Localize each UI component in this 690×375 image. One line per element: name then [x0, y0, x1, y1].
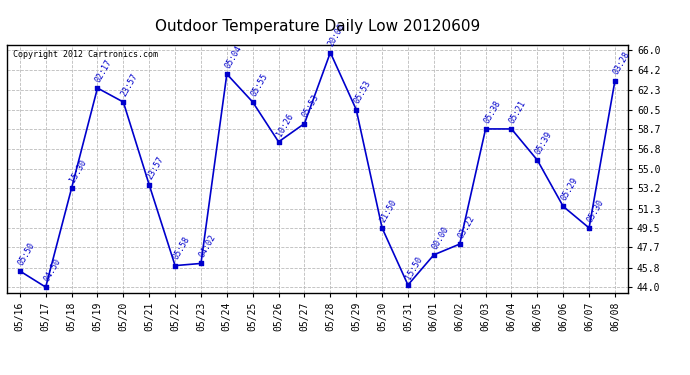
Point — [506, 126, 517, 132]
Point — [40, 284, 51, 290]
Point — [92, 85, 103, 91]
Text: 23:57: 23:57 — [119, 72, 140, 98]
Point — [221, 71, 233, 77]
Text: 05:53: 05:53 — [301, 93, 321, 119]
Point — [377, 225, 388, 231]
Point — [273, 139, 284, 145]
Text: 05:50: 05:50 — [16, 241, 37, 267]
Point — [325, 50, 336, 55]
Point — [480, 126, 491, 132]
Point — [402, 282, 413, 288]
Text: 05:53: 05:53 — [353, 79, 373, 105]
Point — [584, 225, 595, 231]
Text: Copyright 2012 Cartronics.com: Copyright 2012 Cartronics.com — [13, 50, 158, 59]
Point — [428, 252, 440, 258]
Point — [532, 157, 543, 163]
Text: 15:50: 15:50 — [404, 255, 424, 281]
Point — [170, 262, 181, 268]
Text: 05:39: 05:39 — [533, 130, 554, 156]
Text: 20:00: 20:00 — [326, 22, 347, 48]
Text: 05:38: 05:38 — [482, 99, 502, 125]
Point — [558, 203, 569, 209]
Text: 05:58: 05:58 — [171, 235, 192, 261]
Point — [299, 120, 310, 126]
Text: 05:21: 05:21 — [508, 99, 528, 125]
Text: 21:50: 21:50 — [378, 198, 399, 224]
Point — [454, 241, 465, 247]
Text: 05:55: 05:55 — [249, 72, 269, 98]
Text: 23:57: 23:57 — [146, 154, 166, 181]
Text: 04:50: 04:50 — [42, 257, 62, 283]
Text: 02:17: 02:17 — [94, 58, 114, 84]
Text: 05:04: 05:04 — [223, 44, 244, 70]
Point — [195, 261, 206, 267]
Text: 00:00: 00:00 — [430, 225, 451, 251]
Text: 10:26: 10:26 — [275, 111, 295, 138]
Text: 05:29: 05:29 — [560, 176, 580, 202]
Point — [118, 99, 129, 105]
Point — [66, 185, 77, 191]
Point — [14, 268, 26, 274]
Text: Outdoor Temperature Daily Low 20120609: Outdoor Temperature Daily Low 20120609 — [155, 19, 480, 34]
Point — [247, 99, 258, 105]
Text: 03:28: 03:28 — [611, 50, 631, 76]
Text: 03:22: 03:22 — [456, 214, 476, 240]
Text: 04:02: 04:02 — [197, 233, 217, 259]
Text: 05:30: 05:30 — [585, 198, 606, 224]
Point — [351, 106, 362, 112]
Point — [609, 78, 620, 84]
Point — [144, 182, 155, 188]
Text: 15:30: 15:30 — [68, 158, 88, 184]
